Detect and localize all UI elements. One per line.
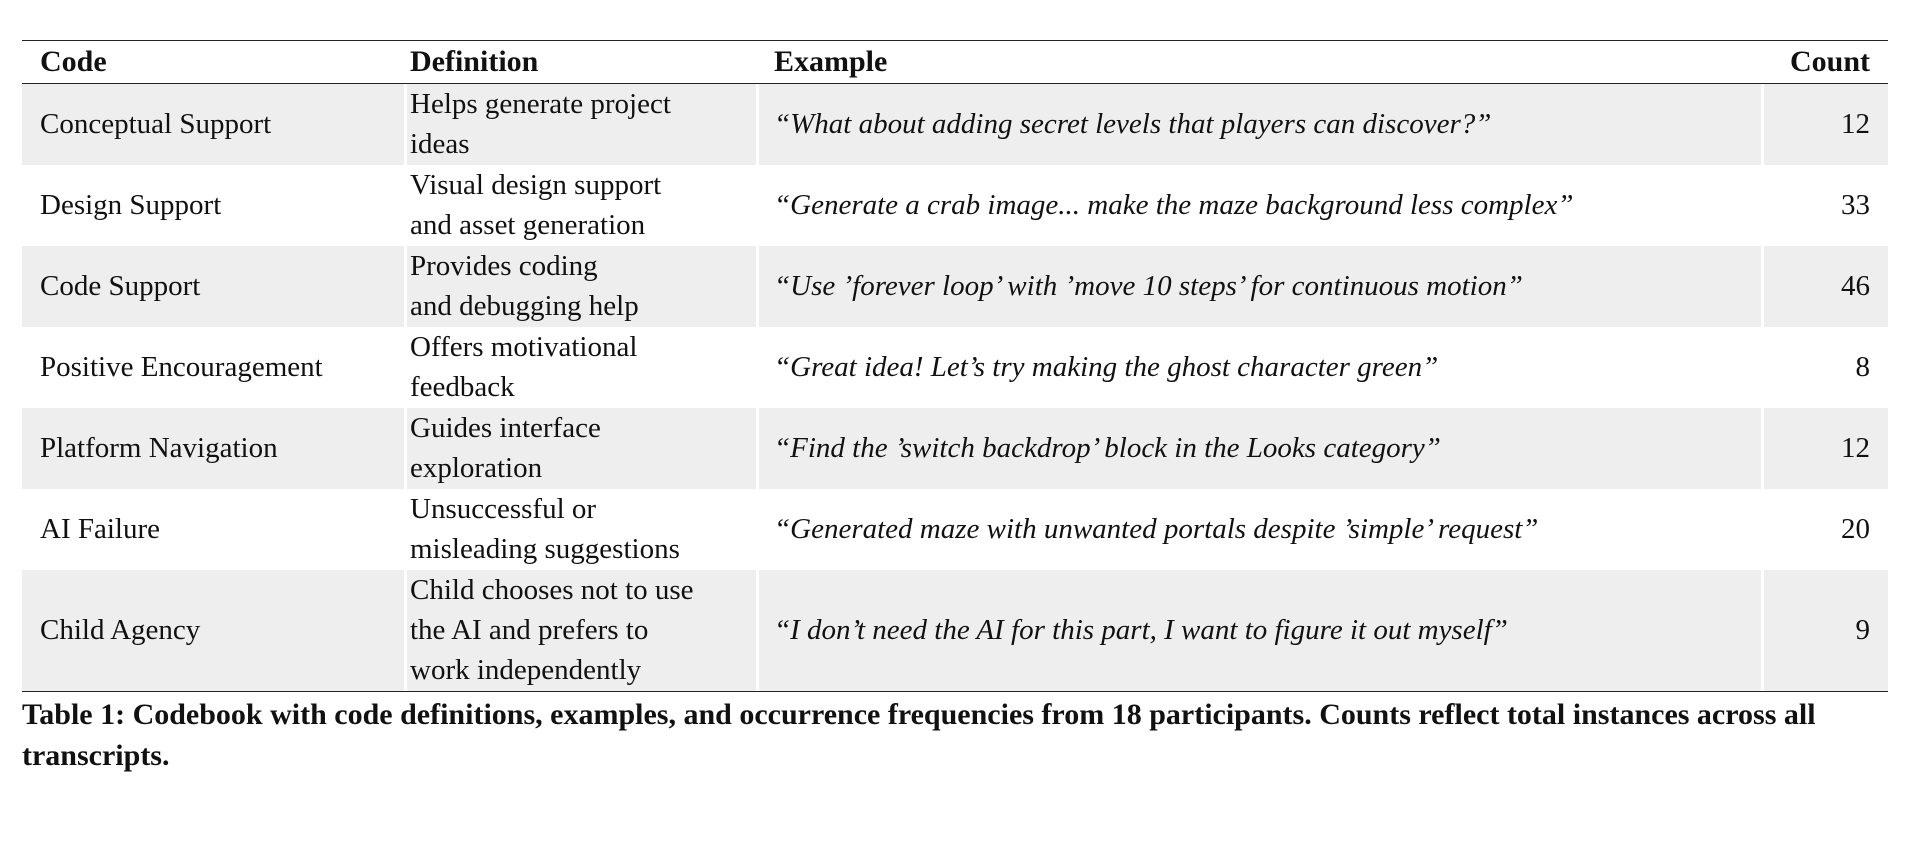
cell-definition: Offers motivational feedback	[404, 327, 756, 408]
cell-example: “Great idea! Let’s try making the ghost …	[774, 351, 1439, 383]
table-row: Design Support Visual design support and a…	[22, 165, 1888, 246]
table-row: Child Agency Child chooses not to use the …	[22, 569, 1888, 692]
header-definition: Definition	[410, 45, 539, 78]
cell-count: 33	[1841, 189, 1870, 221]
cell-count: 8	[1855, 351, 1871, 383]
header-example: Example	[774, 45, 888, 78]
cell-definition: Visual design support and asset generatio…	[404, 165, 756, 246]
table-body: Conceptual Support Helps generate project…	[22, 83, 1888, 692]
codebook-table: Code Definition Example Count Conceptual…	[22, 40, 1888, 692]
definition-line: Child chooses not to use	[410, 574, 694, 607]
cell-code: Conceptual Support	[22, 83, 404, 165]
definition-line: and debugging help	[410, 290, 639, 322]
table-caption: Table 1: Codebook with code definitions,…	[22, 698, 1816, 772]
codebook-table-container: Code Definition Example Count Conceptual…	[22, 40, 1888, 692]
definition-line: Provides coding	[410, 250, 598, 282]
definition-line: Offers motivational	[410, 331, 638, 363]
cell-definition: Child chooses not to use the AI and prefe…	[404, 569, 756, 692]
cell-example: “Generate a crab image... make the maze …	[774, 189, 1574, 221]
cell-count: 20	[1841, 513, 1870, 545]
table-row: AI Failure Unsuccessful or misleading sugg…	[22, 489, 1888, 570]
cell-example: “Find the ’switch backdrop’ block in the…	[756, 407, 1761, 489]
cell-example: “Generated maze with unwanted portals de…	[774, 513, 1539, 545]
cell-code: Design Support	[40, 189, 222, 221]
cell-example: “I don’t need the AI for this part, I wa…	[756, 569, 1761, 692]
cell-count: 46	[1761, 245, 1888, 327]
cell-count: 12	[1761, 83, 1888, 165]
cell-definition: Unsuccessful or misleading suggestions	[404, 489, 756, 570]
table-row: Positive Encouragement Offers motivationa…	[22, 327, 1888, 408]
header-code: Code	[40, 45, 107, 78]
cell-code: AI Failure	[40, 513, 160, 545]
definition-line: Unsuccessful or	[410, 493, 597, 525]
header-row: Code Definition Example Count	[22, 41, 1888, 84]
definition-line: Helps generate project	[410, 88, 671, 121]
cell-code: Platform Navigation	[22, 407, 404, 489]
cell-code: Child Agency	[22, 569, 404, 692]
definition-line: misleading suggestions	[410, 533, 680, 565]
cell-definition: Guides interface exploration	[404, 407, 756, 489]
definition-line: Visual design support	[410, 169, 662, 201]
table-row: Code Support Provides coding and debugging…	[22, 245, 1888, 327]
cell-example: “Use ’forever loop’ with ’move 10 steps’…	[756, 245, 1761, 327]
cell-definition: Helps generate project ideas	[404, 83, 756, 165]
cell-count: 9	[1761, 569, 1888, 692]
table-row: Platform Navigation Guides interface explo…	[22, 407, 1888, 489]
table-header: Code Definition Example Count	[22, 41, 1888, 84]
definition-line: work independently	[410, 654, 642, 687]
definition-line: Guides interface	[410, 412, 601, 444]
cell-count: 12	[1761, 407, 1888, 489]
definition-line: and asset generation	[410, 209, 646, 241]
definition-line: exploration	[410, 452, 543, 484]
definition-line: ideas	[410, 128, 470, 161]
header-count: Count	[1789, 45, 1870, 78]
cell-definition: Provides coding and debugging help	[404, 245, 756, 327]
table-row: Conceptual Support Helps generate project…	[22, 83, 1888, 165]
cell-code: Positive Encouragement	[40, 351, 323, 383]
cell-example: “What about adding secret levels that pl…	[756, 83, 1761, 165]
definition-line: feedback	[410, 371, 515, 403]
definition-line: the AI and prefers to	[410, 614, 649, 647]
cell-code: Code Support	[22, 245, 404, 327]
